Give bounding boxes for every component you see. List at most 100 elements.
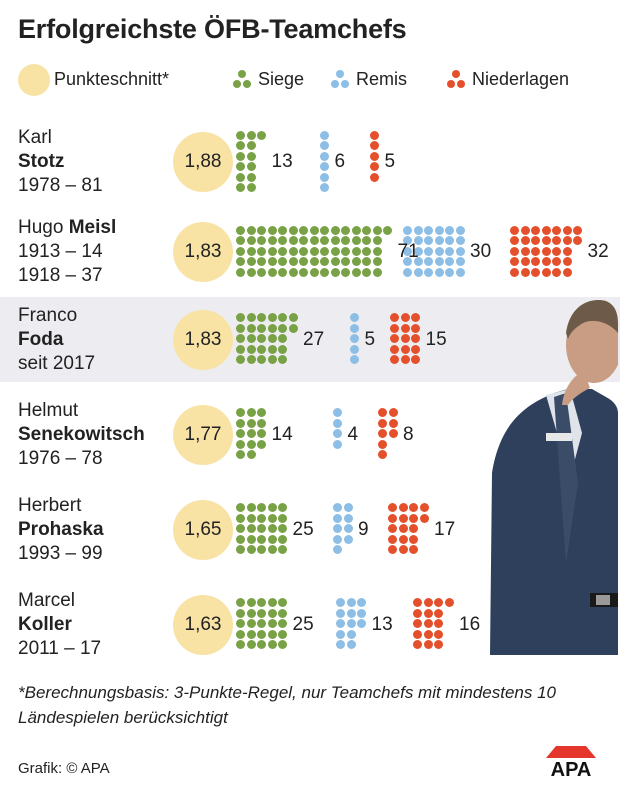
win-dot: [288, 267, 298, 277]
win-dot: [278, 534, 287, 544]
win-dot: [267, 619, 277, 629]
loss-dot: [388, 503, 397, 513]
draw-dot: [445, 267, 454, 277]
loss-dot: [398, 545, 408, 555]
loss-dot: [510, 225, 519, 235]
draws-count: 30: [470, 241, 492, 262]
loss-dot: [434, 608, 443, 618]
loss-dot: [398, 534, 408, 544]
loss-dot: [388, 513, 397, 523]
average-value: 1,83: [184, 328, 222, 350]
draw-dot: [336, 640, 345, 650]
draw-dot: [350, 313, 359, 323]
win-dot: [278, 236, 287, 246]
draw-dot: [350, 344, 359, 354]
win-dot: [246, 608, 256, 618]
win-dot: [236, 246, 245, 256]
coach-row: Marcel Koller 2011 – 17 1,63 25 13 16: [0, 577, 620, 672]
loss-dot: [400, 323, 410, 333]
win-dot: [267, 246, 277, 256]
credit: Grafik: © APA: [18, 760, 110, 777]
loss-dot: [400, 313, 410, 323]
loss-dot: [520, 257, 530, 267]
loss-dot: [411, 344, 420, 354]
draw-dot: [320, 172, 329, 182]
win-dot: [246, 172, 256, 182]
win-dot: [257, 534, 266, 544]
win-dot: [246, 313, 256, 323]
loss-dot: [510, 236, 519, 246]
win-dot: [236, 439, 245, 449]
coach-lastname: Senekowitsch: [18, 423, 145, 445]
wins-count: 71: [397, 241, 419, 262]
win-dot: [278, 513, 287, 523]
draws-count: 4: [347, 423, 359, 445]
draw-dot: [424, 267, 433, 277]
win-dot: [246, 640, 256, 650]
wins-count: 14: [271, 423, 293, 445]
loss-dot: [562, 246, 572, 256]
win-dot: [330, 267, 340, 277]
win-dot: [246, 267, 256, 277]
loss-dot: [531, 257, 540, 267]
loss-dot: [562, 257, 572, 267]
win-dot: [236, 608, 245, 618]
average-circle: 1,83: [173, 222, 233, 282]
win-dot: [267, 534, 277, 544]
loss-dot: [552, 267, 561, 277]
draw-dot: [336, 598, 345, 608]
win-dot: [257, 225, 266, 235]
win-dot: [278, 257, 287, 267]
win-dot: [267, 545, 277, 555]
win-dot: [278, 629, 287, 639]
win-dot: [267, 257, 277, 267]
loss-dot: [378, 450, 387, 460]
coach-lastname: Stotz: [18, 151, 65, 172]
coach-row: Karl Stotz 1978 – 81 1,88 13 6 5: [0, 117, 620, 207]
win-dot: [246, 619, 256, 629]
draws-count: 13: [371, 613, 393, 635]
loss-dot: [370, 172, 379, 182]
loss-dot: [378, 408, 387, 418]
draw-dot: [333, 439, 342, 449]
coach-lastname: Koller: [18, 613, 72, 635]
win-dot: [309, 246, 319, 256]
draw-dot: [413, 267, 423, 277]
loss-dot: [562, 225, 572, 235]
win-dot: [257, 418, 266, 428]
win-dot: [278, 246, 287, 256]
loss-dot: [434, 598, 443, 608]
win-dot: [257, 246, 266, 256]
coach-name-line: Hugo Meisl: [18, 216, 116, 240]
loss-dot: [510, 267, 519, 277]
coach-row: Herbert Prohaska 1993 – 99 1,65 25 9 17: [0, 482, 620, 577]
win-dot: [267, 524, 277, 534]
win-dot: [246, 598, 256, 608]
win-dot: [278, 640, 287, 650]
win-dot: [236, 151, 245, 161]
draw-dot: [350, 334, 359, 344]
draw-dot: [333, 503, 342, 513]
loss-dot: [531, 267, 540, 277]
losses-count: 16: [459, 613, 481, 635]
draw-dot: [343, 534, 353, 544]
draw-dot: [333, 408, 342, 418]
win-dot: [309, 267, 319, 277]
win-dot: [351, 246, 361, 256]
win-dot: [257, 257, 266, 267]
legend-losses-swatch: [446, 62, 466, 98]
svg-text:APA: APA: [551, 759, 592, 778]
win-dot: [246, 183, 256, 192]
win-dot: [288, 257, 298, 267]
win-dot: [362, 246, 371, 256]
draws-count: 5: [364, 328, 376, 350]
win-dot: [278, 313, 287, 323]
badge-icon: [546, 433, 572, 441]
draw-dot: [445, 236, 454, 246]
loss-dot: [413, 608, 422, 618]
losses-count: 17: [434, 518, 456, 540]
win-dot: [330, 236, 340, 246]
losses-count: 15: [425, 328, 447, 350]
win-dot: [246, 629, 256, 639]
win-dot: [257, 545, 266, 555]
